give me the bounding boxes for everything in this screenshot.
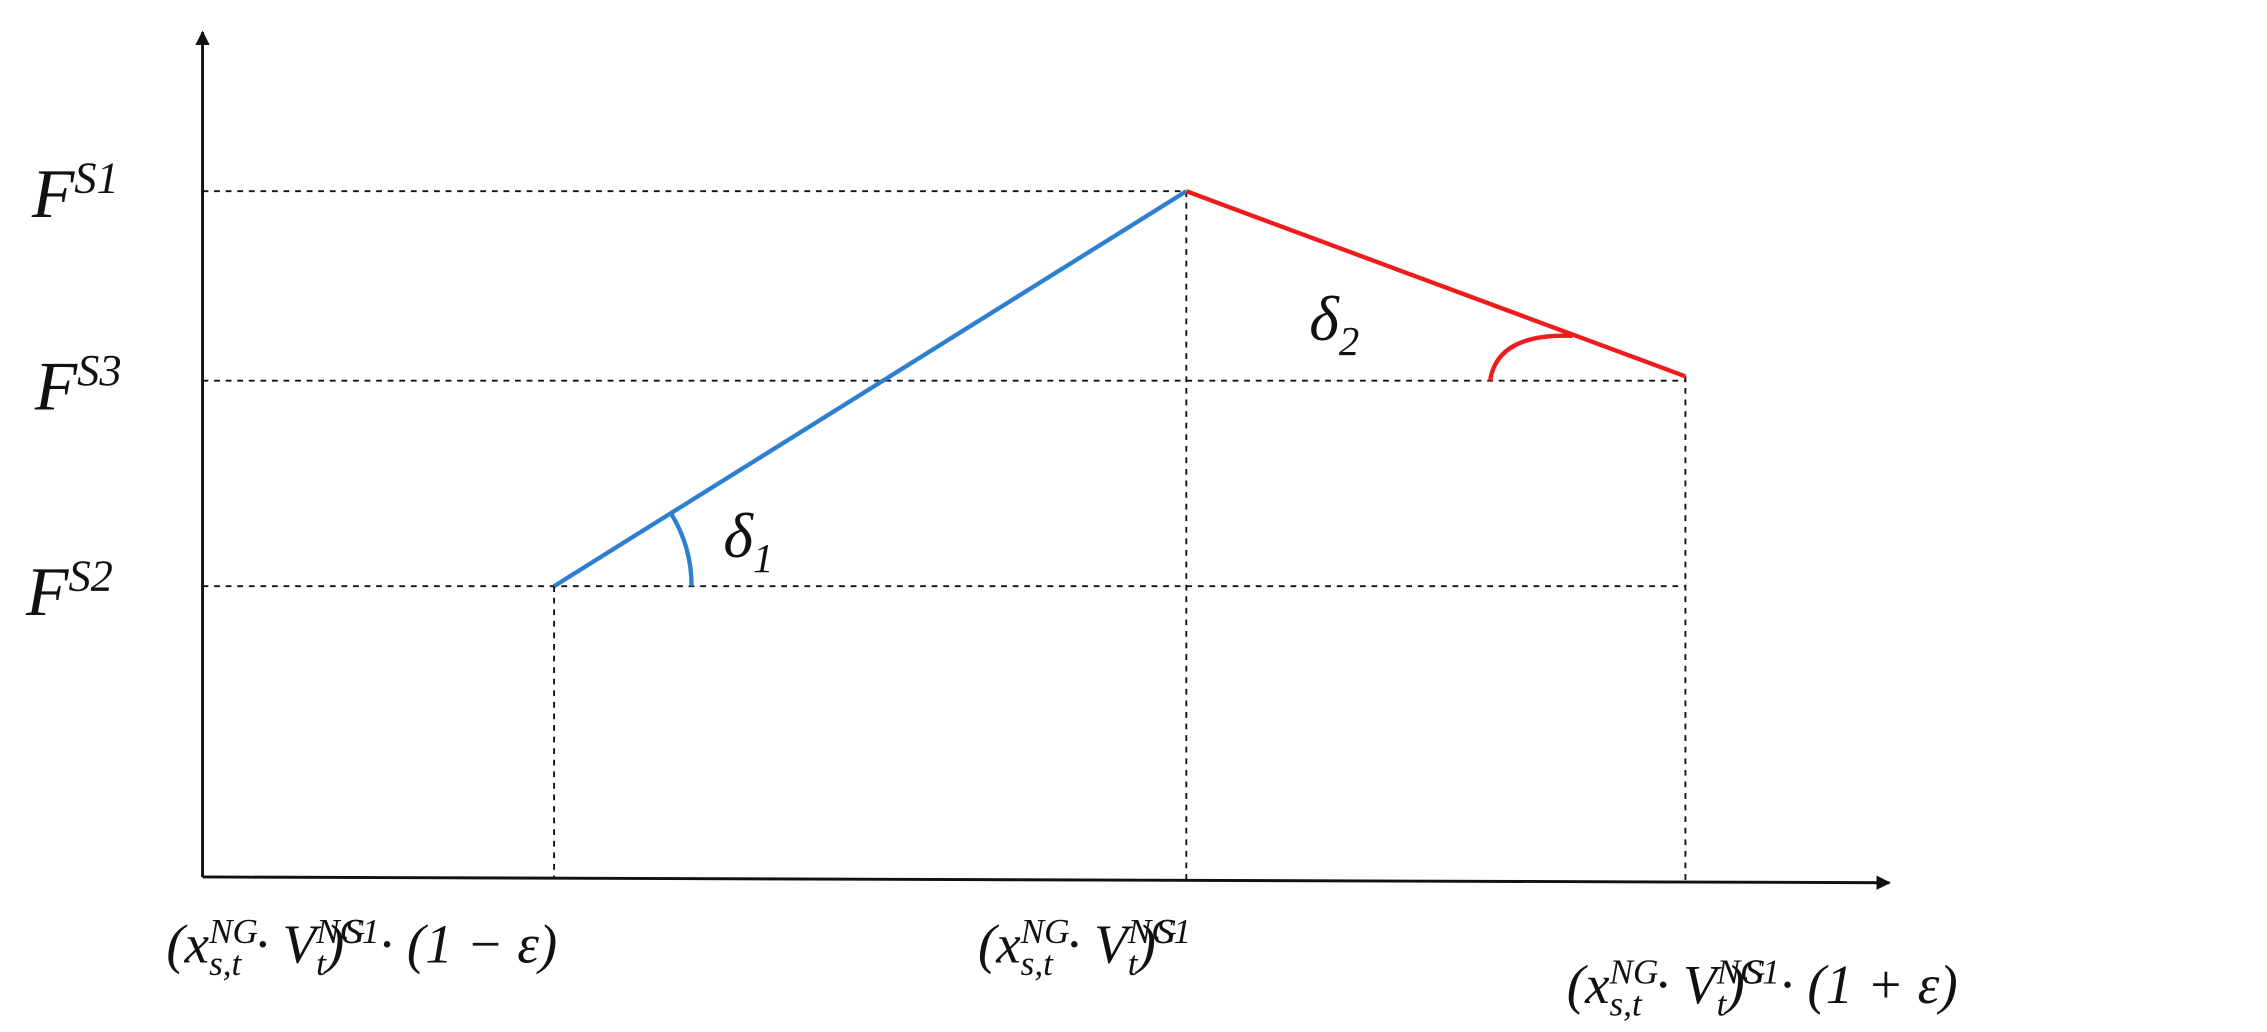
superscript: NG bbox=[208, 912, 258, 951]
rising-segment bbox=[552, 189, 1188, 589]
superscript: S1 bbox=[344, 912, 379, 951]
subscript: 1 bbox=[753, 536, 773, 581]
superscript: NG bbox=[315, 912, 365, 951]
text-part: · V bbox=[1053, 913, 1133, 974]
text-part: ) bbox=[1723, 954, 1744, 1015]
superscript: S2 bbox=[68, 551, 112, 601]
angle-label: δ1 bbox=[723, 500, 773, 581]
falling-segment bbox=[1185, 189, 1687, 379]
y-axis-label: FS3 bbox=[34, 345, 122, 426]
superscript: S1 bbox=[1745, 952, 1780, 991]
text-part: ) bbox=[1135, 913, 1156, 974]
superscript: NG bbox=[1716, 952, 1766, 991]
x-axis-label: (xNG s,t · VNG t)S1· (1 + ε) bbox=[1567, 952, 1958, 1023]
superscript: NG bbox=[1127, 912, 1177, 951]
text-part: δ bbox=[723, 500, 754, 571]
y-axis-label: FS2 bbox=[25, 551, 113, 632]
text-part: F bbox=[34, 349, 78, 426]
subscript: t bbox=[1717, 984, 1728, 1023]
angle-arc bbox=[1487, 333, 1573, 382]
text-part: δ bbox=[1309, 283, 1340, 354]
text-part: (x bbox=[978, 913, 1021, 974]
text-part: (x bbox=[1567, 954, 1610, 1015]
superscript: S3 bbox=[77, 345, 121, 395]
angle-label: δ2 bbox=[1309, 283, 1359, 364]
text-part: ) bbox=[323, 913, 344, 974]
subscript: 2 bbox=[1339, 319, 1359, 364]
superscript: NG bbox=[1608, 952, 1658, 991]
text-part: · (1 + ε) bbox=[1780, 954, 1958, 1015]
angle-arc bbox=[669, 512, 694, 587]
subscript: s,t bbox=[1021, 944, 1054, 983]
text-part: F bbox=[25, 554, 69, 631]
superscript: S1 bbox=[1156, 912, 1191, 951]
text-part: F bbox=[31, 156, 75, 233]
text-part: · V bbox=[241, 913, 321, 974]
subscript: s,t bbox=[209, 944, 242, 983]
x-axis bbox=[202, 875, 1891, 890]
superscript: S1 bbox=[74, 153, 118, 203]
text-part: · V bbox=[1642, 954, 1722, 1015]
subscript: t bbox=[1128, 944, 1139, 983]
x-axis-label: (xNG s,t · VNG t)S1· (1 − ε) bbox=[166, 912, 557, 983]
subscript: t bbox=[316, 944, 327, 983]
text-part: (x bbox=[166, 913, 209, 974]
text-part: · (1 − ε) bbox=[379, 913, 557, 974]
y-axis-label: FS1 bbox=[31, 153, 119, 234]
x-axis-label: (xNG s,t · VNG t)S1 bbox=[978, 912, 1191, 983]
superscript: NG bbox=[1020, 912, 1070, 951]
subscript: s,t bbox=[1609, 984, 1642, 1023]
